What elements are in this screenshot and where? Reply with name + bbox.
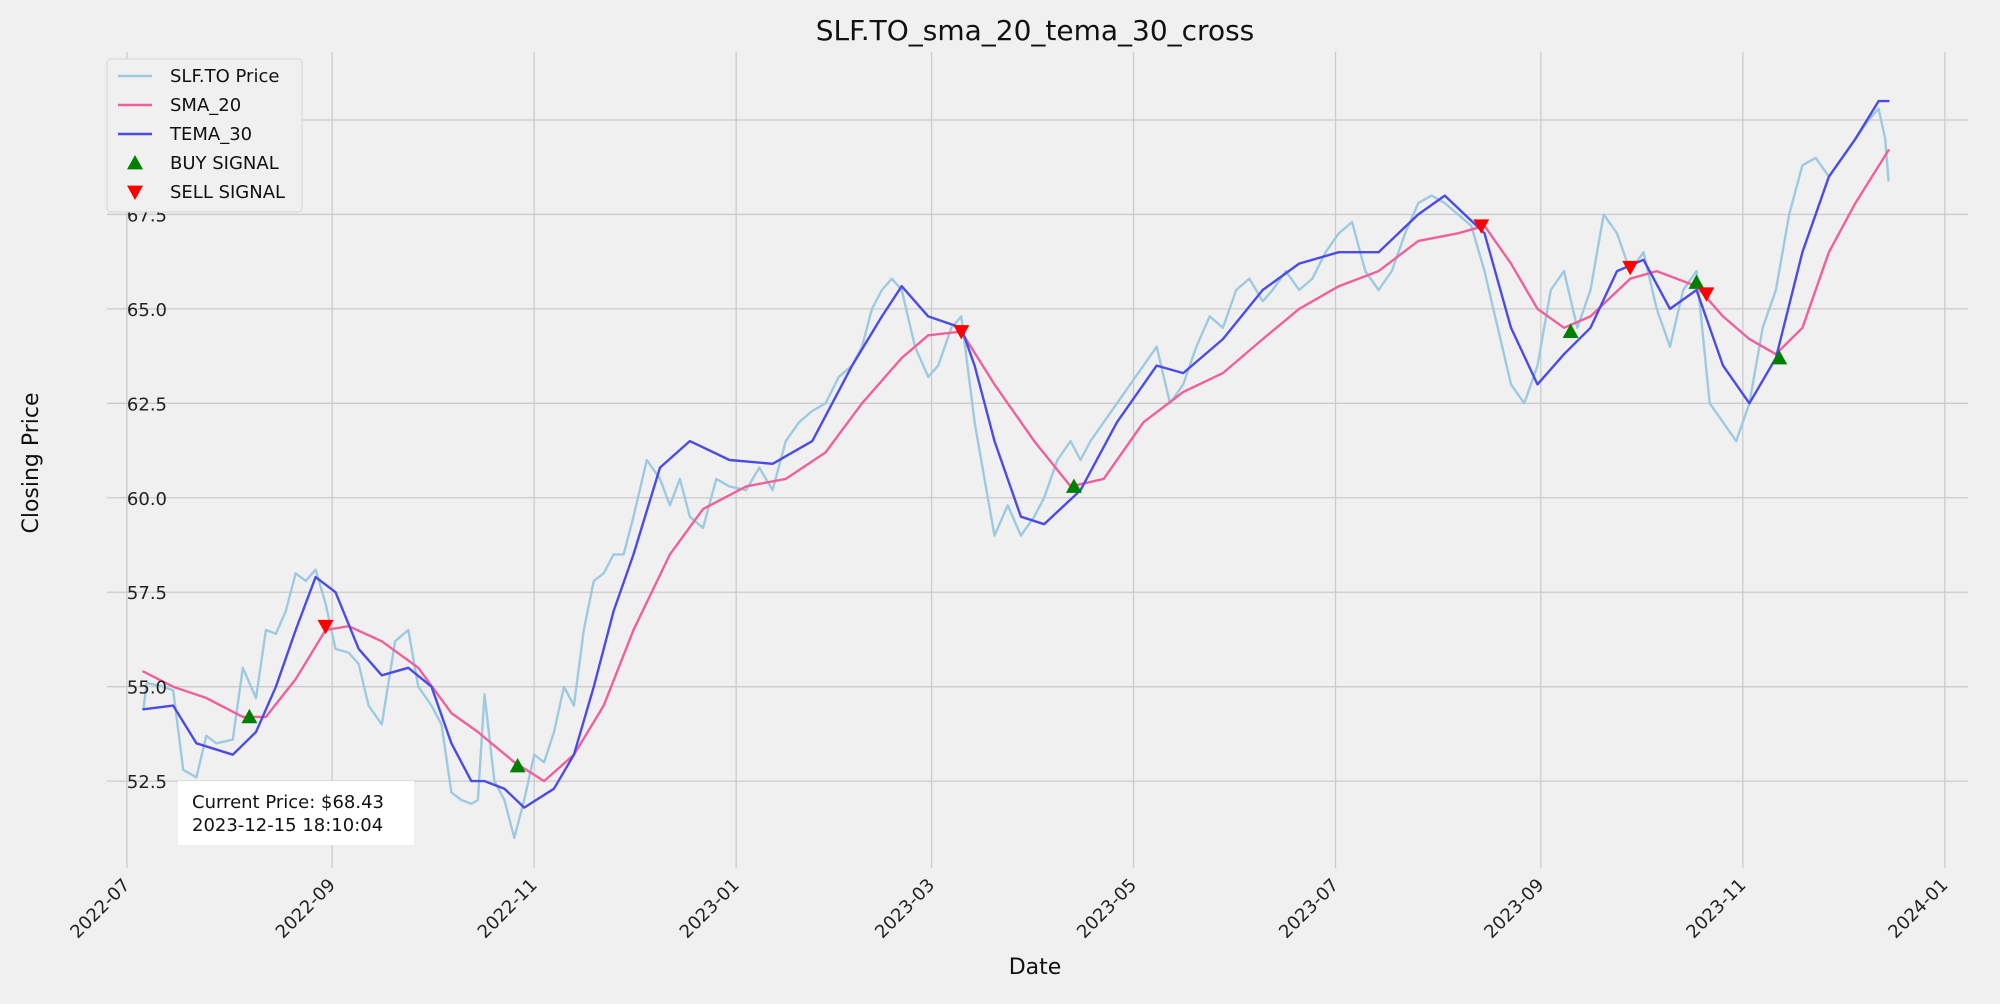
legend-label-sma-20: SMA_20 xyxy=(170,95,241,116)
signal-layer xyxy=(241,219,1788,773)
y-tick-label: 52.5 xyxy=(127,772,167,793)
legend-swatch-sell-signal xyxy=(127,185,143,200)
x-axis-label: Date xyxy=(1009,955,1062,980)
y-tick-label: 57.5 xyxy=(127,583,167,604)
legend-label-tema-30: TEMA_30 xyxy=(169,124,252,145)
y-tick-label: 60.0 xyxy=(127,489,167,510)
buy-signal-marker xyxy=(1688,274,1705,289)
buy-signal-marker xyxy=(1065,478,1082,493)
legend-box xyxy=(106,58,303,213)
legend-swatch-buy-signal xyxy=(127,155,143,170)
y-tick-label: 55.0 xyxy=(127,678,167,699)
buy-signal-marker xyxy=(241,708,258,724)
annotation-price-text: Current Price: $68.43 xyxy=(192,792,384,813)
legend: SLF.TO Price SMA_20 TEMA_30 BUY SIGNAL SELL … xyxy=(106,58,303,213)
legend-label-sell-signal: SELL SIGNAL xyxy=(170,182,285,203)
legend-label-slf-to-price: SLF.TO Price xyxy=(170,66,279,87)
buy-signal-marker xyxy=(1562,323,1579,338)
annotation-timestamp-text: 2023-12-15 18:10:04 xyxy=(192,815,383,836)
sell-signal-marker xyxy=(953,325,970,340)
y-tick-label: 65.0 xyxy=(127,300,167,321)
sell-signal-marker xyxy=(1622,260,1639,276)
y-tick-label: 62.5 xyxy=(127,394,167,415)
current-price-annotation: Current Price: $68.43 2023-12-15 18:10:0… xyxy=(178,781,414,845)
series-line-slf-to-price xyxy=(142,107,1890,839)
sell-signal-marker xyxy=(1473,219,1490,234)
chart-title: SLF.TO_sma_20_tema_30_cross xyxy=(816,14,1255,47)
buy-signal-marker xyxy=(509,758,526,773)
sell-signal-marker xyxy=(317,619,334,635)
legend-label-buy-signal: BUY SIGNAL xyxy=(170,153,279,174)
sell-signal-marker xyxy=(1698,287,1715,302)
series-line-sma-20 xyxy=(142,148,1890,783)
buy-signal-marker xyxy=(1771,350,1788,365)
y-axis-label: Closing Price xyxy=(19,392,44,533)
annotation-box xyxy=(178,781,414,845)
